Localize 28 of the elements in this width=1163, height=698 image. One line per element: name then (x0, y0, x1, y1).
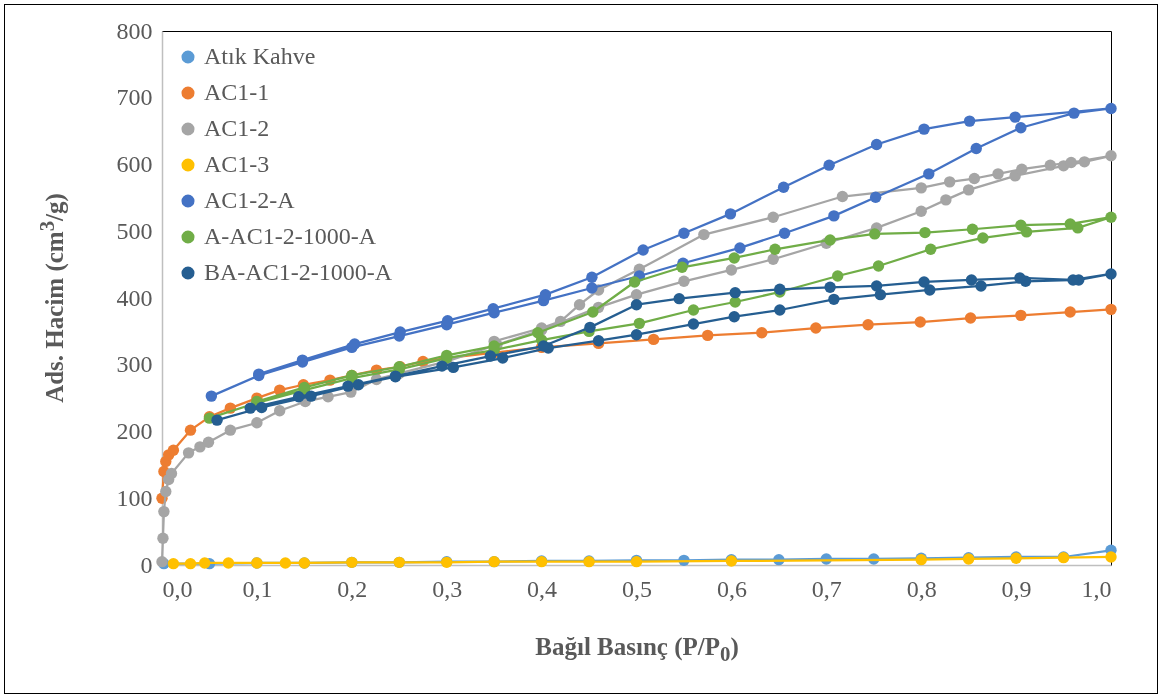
y-tick-label: 0 (140, 551, 153, 578)
legend-label: Atık Kahve (204, 43, 316, 69)
legend-label: BA-AC1-2-1000-A (204, 259, 393, 285)
y-tick-label: 400 (116, 284, 153, 311)
x-tick-label: 0,8 (906, 575, 937, 602)
x-tick-label: 0,1 (242, 575, 273, 602)
legend-label: AC1-1 (204, 79, 270, 105)
y-tick-label: 200 (116, 418, 153, 444)
y-tick-label: 300 (116, 351, 153, 378)
x-axis-title: Bağıl Basınç (P/P$_{0}$) (535, 633, 739, 667)
y-tick-label: 700 (116, 84, 153, 111)
x-tick-label: 0,0 (162, 575, 193, 602)
x-tick-label: 0,6 (716, 575, 747, 602)
legend-label: AC1-2 (204, 115, 270, 141)
x-tick-label: 0,7 (811, 575, 842, 602)
legend-label: AC1-3 (204, 151, 270, 177)
x-tick-label: 0,4 (527, 575, 558, 602)
legend-label: A-AC1-2-1000-A (204, 223, 377, 249)
x-tick-label: 0,9 (1001, 575, 1032, 602)
y-tick-label: 500 (116, 217, 153, 244)
y-tick-label: 600 (116, 151, 153, 177)
y-tick-label: 800 (116, 17, 153, 44)
x-tick-label: 0,2 (337, 575, 368, 602)
y-tick-label: 100 (116, 484, 153, 511)
x-tick-label: 0,3 (432, 575, 463, 602)
legend-label: AC1-2-A (204, 187, 296, 213)
x-tick-label: 0,5 (622, 575, 652, 602)
x-tick-label: 1,0 (1081, 575, 1112, 602)
